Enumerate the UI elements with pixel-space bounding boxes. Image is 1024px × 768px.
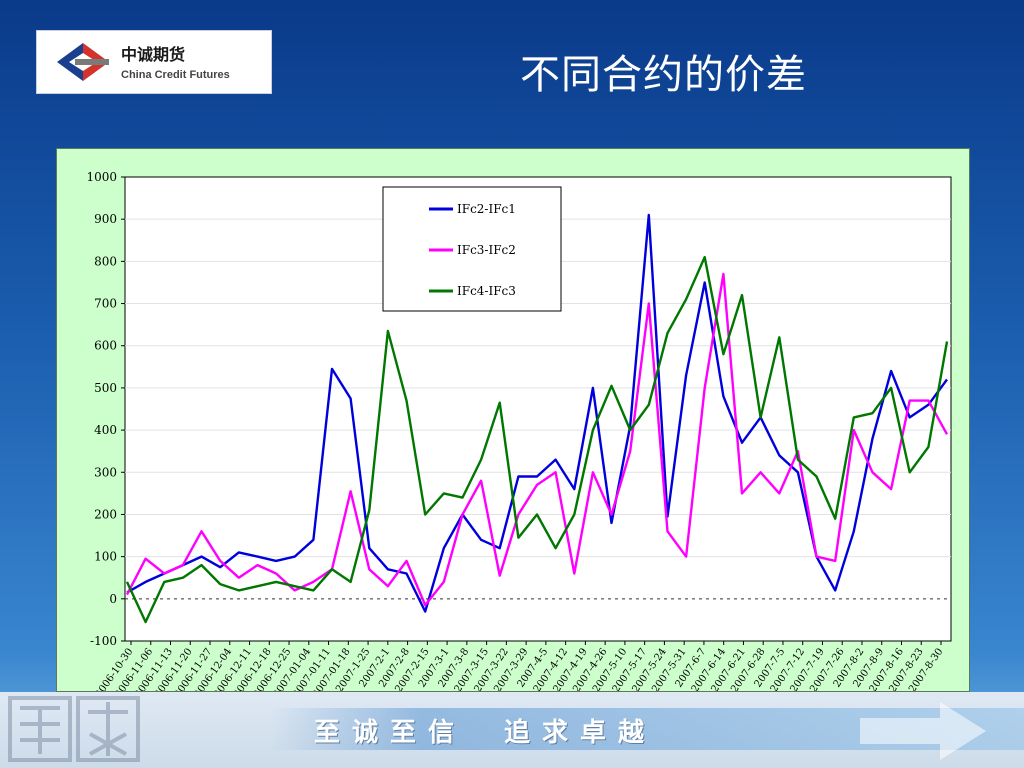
y-tick-label: -100 — [90, 634, 117, 648]
slide-title: 不同合约的价差 — [520, 52, 807, 98]
footer-slogan: 至诚至信 追求卓越 — [314, 718, 657, 748]
legend-label: IFc3-IFc2 — [457, 243, 516, 257]
y-tick-label: 800 — [94, 254, 117, 268]
series-line-3 — [125, 255, 949, 624]
logo-chinese-name: 中诚期货 — [121, 45, 186, 64]
legend-box — [382, 186, 562, 312]
company-logo: 中诚期货 China Credit Futures — [36, 30, 272, 94]
y-tick-label: 500 — [94, 381, 117, 395]
y-tick-label: 400 — [94, 423, 117, 437]
y-tick-label: 100 — [94, 550, 117, 564]
chart-panel: -100 0 100 200 300 400 500 600 700 800 900 1000 200… — [56, 148, 970, 700]
y-tick-label: 600 — [94, 339, 117, 353]
y-tick-label: 300 — [94, 465, 117, 479]
series-line-1 — [126, 213, 948, 613]
footer: 至诚至信 追求卓越 — [0, 692, 1024, 768]
logo-english-name: China Credit Futures — [121, 69, 230, 81]
y-tick-label: 200 — [94, 507, 117, 521]
y-tick-label: 900 — [94, 212, 117, 226]
company-logo-icon — [57, 43, 109, 81]
y-tick-label: 700 — [94, 297, 117, 311]
arrow-right-icon — [860, 702, 986, 760]
legend-label: IFc2-IFc1 — [457, 202, 516, 216]
seal-logo-icon — [8, 696, 140, 762]
legend-label: IFc4-IFc3 — [457, 284, 516, 298]
series-line-2 — [125, 272, 949, 607]
y-tick-label: 1000 — [86, 170, 117, 184]
y-tick-label: 0 — [109, 592, 117, 606]
